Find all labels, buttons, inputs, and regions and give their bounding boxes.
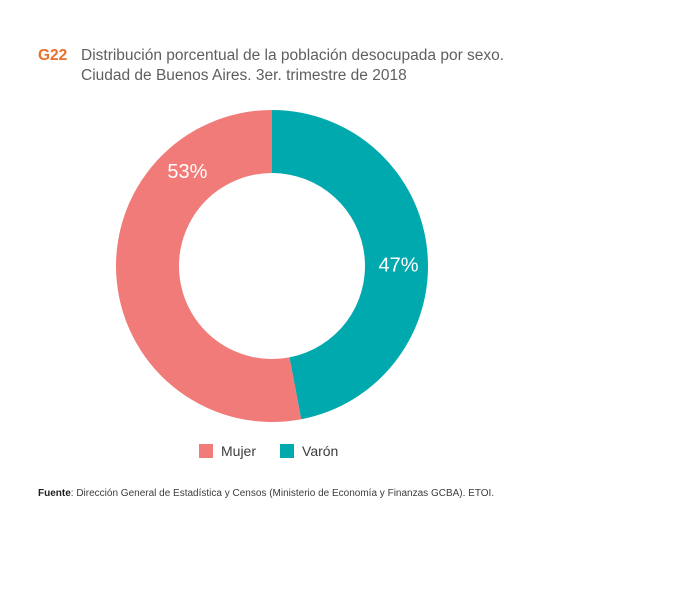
title-line-2: Ciudad de Buenos Aires. 3er. trimestre d…: [38, 66, 638, 86]
source-label: Fuente: [38, 488, 71, 499]
legend-label-mujer: Mujer: [221, 443, 257, 459]
legend-swatch-mujer: [199, 444, 213, 458]
legend: Mujer Varón: [199, 443, 362, 459]
title-text-2: Ciudad de Buenos Aires. 3er. trimestre d…: [81, 67, 407, 84]
legend-item-mujer: Mujer: [199, 443, 256, 459]
figure-id: G22: [38, 47, 68, 64]
legend-item-varon: Varón: [280, 443, 338, 459]
slice-label-mujer: 53%: [167, 161, 207, 183]
slice-mujer: [116, 110, 302, 422]
legend-label-varon: Varón: [302, 443, 339, 459]
donut-slice-labels: 47% 53%: [167, 161, 418, 276]
donut-slices: [116, 110, 429, 422]
chart-title: G22 Distribución porcentual de la poblaci…: [38, 46, 638, 86]
slice-varon: [272, 110, 429, 420]
source-text: : Dirección General de Estadística y Cen…: [70, 488, 495, 499]
title-text-1: Distribución porcentual de la población …: [81, 47, 505, 64]
legend-swatch-varon: [280, 444, 295, 458]
slice-label-varon: 47%: [378, 254, 418, 276]
title-line-1: G22 Distribución porcentual de la poblaci…: [38, 46, 638, 66]
source-note: Fuente: Dirección General de Estadística…: [38, 488, 494, 499]
